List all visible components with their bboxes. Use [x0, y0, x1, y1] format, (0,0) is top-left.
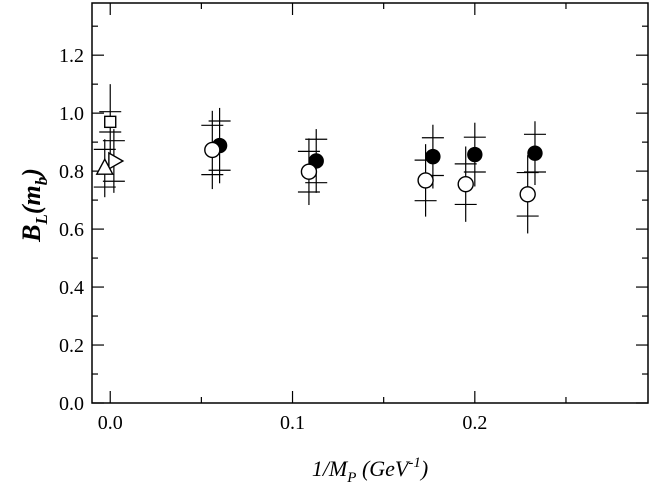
plot-frame: [91, 2, 649, 404]
x-axis-title-unit-close: ): [419, 456, 428, 481]
y-tick-label-4: 0.8: [59, 161, 84, 183]
open-square-marker: [104, 115, 117, 129]
filled-circle-marker: [527, 145, 543, 161]
y-tick-label-6: 1.2: [59, 45, 84, 67]
x-tick-label-2: 0.2: [462, 412, 487, 434]
data-point-open-circle-3: [454, 146, 477, 222]
open-circle-marker: [519, 186, 536, 203]
open-triangle-right-marker: [108, 151, 125, 171]
y-tick-label-1: 0.2: [59, 335, 84, 357]
open-circle-marker: [204, 141, 221, 159]
data-points: [93, 84, 546, 234]
open-circle-marker: [417, 172, 434, 189]
y-tick-label-2: 0.4: [59, 277, 84, 299]
x-axis-title-sup: -1: [408, 455, 421, 471]
data-point-open-triangle-right-0: [102, 129, 125, 193]
x-axis-title-unit-open: (GeV: [356, 456, 410, 481]
open-circle-marker: [300, 163, 318, 180]
data-point-open-circle-0: [201, 110, 224, 190]
y-tick-label-3: 0.6: [59, 219, 84, 241]
x-tick-label-1: 0.1: [280, 412, 305, 434]
data-point-open-circle-2: [414, 144, 437, 217]
y-axis-title-sub: L: [32, 214, 51, 225]
y-tick-label-5: 1.0: [59, 103, 84, 125]
filled-circle-marker: [467, 146, 483, 163]
axis-ticks: [92, 3, 648, 404]
data-point-open-square-0: [99, 84, 122, 160]
y-axis-title-arg-sub: b: [32, 177, 51, 186]
y-axis-title-main: B: [17, 225, 46, 243]
data-point-filled-circle-3: [463, 122, 486, 187]
y-axis-title-arg: (m: [17, 185, 46, 214]
open-circle-marker: [457, 175, 474, 193]
y-tick-label-0: 0.0: [59, 393, 84, 415]
data-point-open-circle-4: [516, 155, 539, 234]
filled-circle-marker: [425, 148, 441, 165]
x-tick-label-0: 0.0: [98, 412, 123, 434]
y-axis-title-arg-close: ): [17, 168, 46, 179]
open-triangle-up-marker: [95, 157, 114, 175]
x-axis-title-sub: P: [346, 470, 356, 486]
y-axis-title: BL(mb): [17, 168, 51, 243]
data-point-open-triangle-up-0: [93, 139, 116, 198]
x-axis-title: 1/MP (GeV-1): [312, 455, 428, 486]
data-point-open-circle-1: [297, 138, 320, 206]
data-point-filled-circle-4: [523, 121, 546, 186]
tick-labels: 0.0 0.1 0.2 0.0 0.2 0.4 0.6 0.8 1.0 1.2: [59, 45, 487, 434]
x-axis-title-main: 1/M: [312, 456, 349, 481]
